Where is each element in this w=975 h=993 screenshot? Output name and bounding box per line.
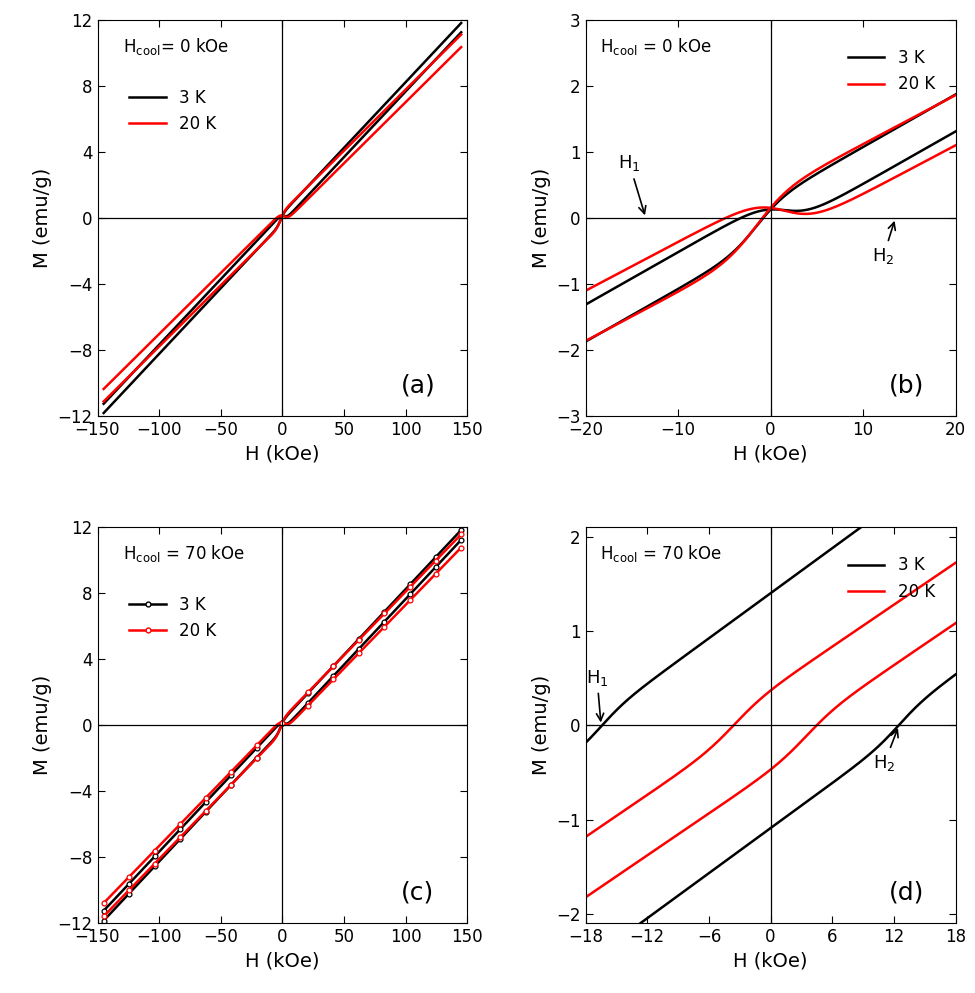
Text: (c): (c): [401, 881, 434, 905]
X-axis label: H (kOe): H (kOe): [245, 952, 320, 971]
Legend: 3 K, 20 K: 3 K, 20 K: [842, 551, 940, 606]
Legend: 3 K, 20 K: 3 K, 20 K: [842, 44, 940, 98]
Text: H$_{\rm cool}$ = 70 kOe: H$_{\rm cool}$ = 70 kOe: [124, 543, 246, 564]
Legend: 3 K, 20 K: 3 K, 20 K: [125, 591, 221, 645]
Y-axis label: M (emu/g): M (emu/g): [33, 168, 52, 268]
Text: (d): (d): [889, 881, 924, 905]
Text: H$_{\rm cool}$ = 0 kOe: H$_{\rm cool}$ = 0 kOe: [601, 36, 712, 57]
Text: H$_1$: H$_1$: [586, 668, 608, 721]
Y-axis label: M (emu/g): M (emu/g): [531, 168, 551, 268]
Text: H$_1$: H$_1$: [618, 154, 645, 213]
Text: (b): (b): [889, 373, 924, 397]
Text: H$_2$: H$_2$: [873, 222, 895, 266]
Y-axis label: M (emu/g): M (emu/g): [531, 675, 551, 776]
Y-axis label: M (emu/g): M (emu/g): [33, 675, 52, 776]
Text: H$_2$: H$_2$: [874, 730, 898, 773]
Legend: 3 K, 20 K: 3 K, 20 K: [125, 83, 221, 138]
X-axis label: H (kOe): H (kOe): [733, 952, 808, 971]
X-axis label: H (kOe): H (kOe): [733, 445, 808, 464]
Text: (a): (a): [401, 373, 436, 397]
Text: H$_{\rm cool}$= 0 kOe: H$_{\rm cool}$= 0 kOe: [124, 36, 229, 57]
X-axis label: H (kOe): H (kOe): [245, 445, 320, 464]
Text: H$_{\rm cool}$ = 70 kOe: H$_{\rm cool}$ = 70 kOe: [601, 543, 722, 564]
